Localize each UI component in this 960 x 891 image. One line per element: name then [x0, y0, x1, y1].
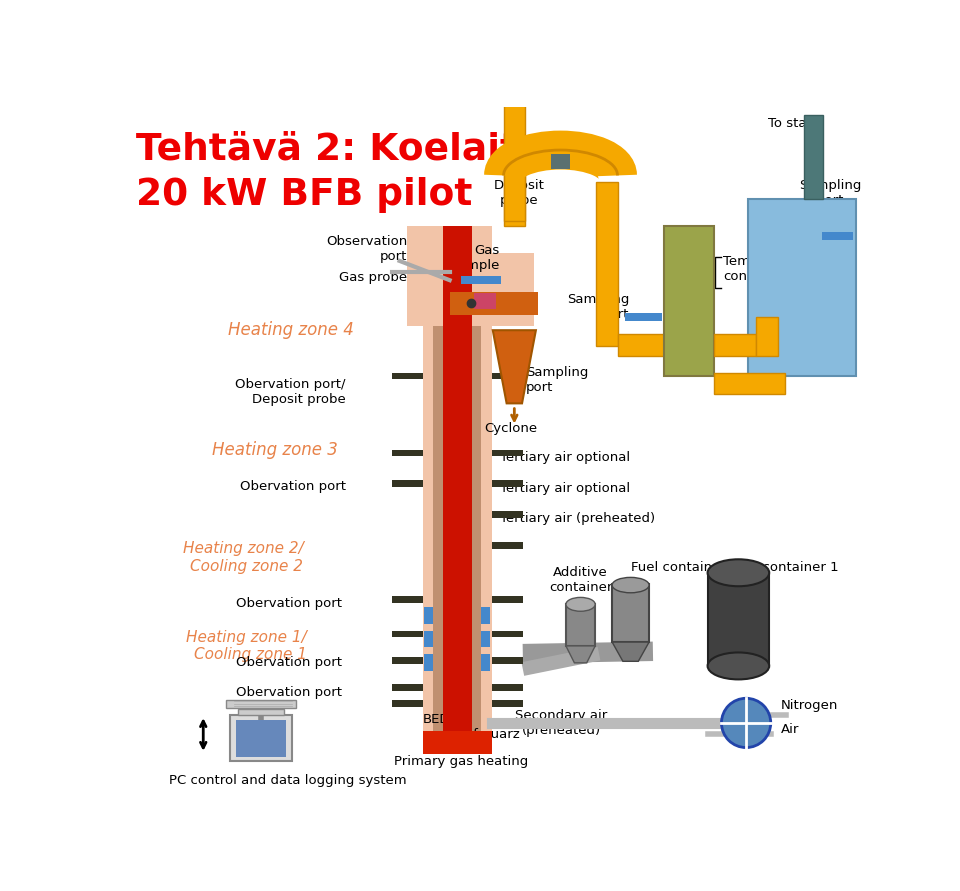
Bar — [504, 153, 525, 226]
Text: Temperature
control: Temperature control — [723, 255, 807, 282]
Bar — [713, 372, 785, 394]
Ellipse shape — [708, 560, 769, 586]
Text: Gas probe: Gas probe — [339, 272, 407, 284]
Text: Sampling
port: Sampling port — [800, 179, 862, 208]
Bar — [823, 233, 853, 241]
Ellipse shape — [565, 597, 595, 611]
Bar — [492, 480, 523, 487]
Text: Obervation port: Obervation port — [236, 657, 342, 669]
Bar — [461, 276, 501, 284]
Text: Heating zone 1/
Cooling zone 1: Heating zone 1/ Cooling zone 1 — [186, 630, 307, 662]
Bar — [492, 511, 523, 518]
Bar — [492, 699, 523, 707]
Bar — [392, 699, 422, 707]
Text: Observation
port: Observation port — [326, 235, 407, 264]
Text: Tertiary air optional: Tertiary air optional — [500, 451, 630, 464]
Bar — [392, 450, 422, 456]
Text: Air: Air — [780, 723, 799, 736]
Text: Fuel container 2: Fuel container 2 — [631, 560, 738, 574]
Bar — [424, 608, 434, 625]
Text: Deposit
probe: Deposit probe — [493, 179, 544, 208]
Text: PC control and data logging system: PC control and data logging system — [169, 774, 407, 787]
Text: Obervation port: Obervation port — [236, 597, 342, 610]
Text: BED
made of quarz: BED made of quarz — [422, 713, 519, 740]
Bar — [422, 731, 492, 754]
Bar — [422, 226, 492, 731]
Bar — [504, 98, 525, 221]
Text: Gas
sample: Gas sample — [451, 244, 500, 272]
Text: Heating zone 4: Heating zone 4 — [228, 322, 353, 339]
Bar — [227, 699, 296, 707]
Bar — [551, 154, 570, 169]
Bar — [492, 631, 523, 637]
Bar — [492, 542, 523, 549]
Text: Gas cooling: Gas cooling — [531, 154, 608, 168]
Bar — [492, 684, 523, 691]
Text: Nitrogen: Nitrogen — [780, 699, 838, 713]
Text: To stack: To stack — [768, 118, 822, 130]
Circle shape — [722, 699, 771, 748]
Bar — [443, 226, 472, 731]
Text: Bag
filter: Bag filter — [760, 274, 805, 307]
Bar — [392, 631, 422, 637]
Text: Secondary air
(preheated): Secondary air (preheated) — [516, 709, 608, 737]
Text: Heating zone 2/
Cooling zone 2: Heating zone 2/ Cooling zone 2 — [182, 541, 303, 574]
Bar — [434, 226, 481, 731]
Ellipse shape — [708, 652, 769, 680]
Bar — [713, 334, 756, 356]
Bar — [612, 584, 649, 642]
Bar — [625, 314, 662, 321]
Bar — [492, 372, 523, 380]
Text: Heating zone 3: Heating zone 3 — [212, 440, 338, 459]
Text: Tertiary air optional: Tertiary air optional — [500, 481, 630, 495]
Bar — [565, 603, 595, 646]
Bar — [663, 226, 713, 376]
Bar — [424, 631, 434, 648]
Polygon shape — [565, 646, 595, 663]
Text: Cyclone: Cyclone — [484, 422, 537, 436]
Bar — [449, 291, 539, 315]
Bar — [424, 654, 434, 671]
Bar — [804, 115, 823, 200]
Bar — [749, 200, 856, 376]
Bar — [492, 658, 523, 665]
Bar — [474, 293, 496, 308]
Bar — [392, 658, 422, 665]
Bar — [596, 183, 617, 346]
Text: Sampling
port: Sampling port — [566, 293, 629, 321]
Polygon shape — [492, 331, 536, 404]
Text: Obervation port: Obervation port — [236, 685, 342, 699]
Ellipse shape — [612, 577, 649, 593]
Bar — [617, 334, 663, 356]
Bar — [481, 654, 491, 671]
Bar — [481, 608, 491, 625]
Bar — [230, 715, 292, 762]
Bar — [756, 317, 778, 356]
Text: Fuel container 1: Fuel container 1 — [731, 560, 838, 574]
Text: Sampling
port: Sampling port — [526, 366, 588, 395]
Bar — [392, 684, 422, 691]
Bar — [407, 226, 492, 326]
Bar — [392, 596, 422, 603]
Bar — [481, 631, 491, 648]
Polygon shape — [612, 642, 649, 661]
Text: 20 kW BFB pilot: 20 kW BFB pilot — [136, 177, 472, 214]
Text: Obervation port/
Deposit probe: Obervation port/ Deposit probe — [235, 378, 346, 405]
Bar — [708, 573, 769, 666]
Text: Obervation port: Obervation port — [240, 480, 346, 493]
Bar — [492, 596, 523, 603]
Bar — [472, 253, 535, 326]
Text: Tertiary air (preheated): Tertiary air (preheated) — [500, 512, 655, 526]
Text: Tehtävä 2: Koelaite: Tehtävä 2: Koelaite — [136, 131, 543, 168]
Bar — [392, 480, 422, 487]
Bar — [235, 720, 286, 756]
Text: Primary gas heating: Primary gas heating — [394, 755, 528, 768]
Text: Additive
container: Additive container — [549, 567, 612, 594]
Bar — [238, 709, 284, 715]
Bar — [392, 372, 422, 380]
Bar — [492, 450, 523, 456]
